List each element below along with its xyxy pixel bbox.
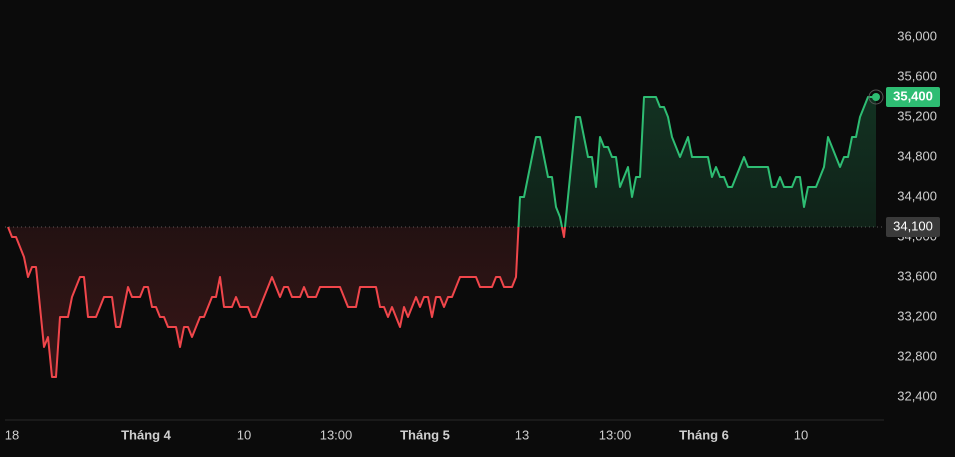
y-tick-label: 34,800: [897, 148, 937, 163]
y-tick-label: 32,400: [897, 388, 937, 403]
x-tick-label: 13: [515, 427, 529, 442]
line-up: [8, 96, 876, 227]
area-up: [8, 97, 876, 227]
last-point-ring: [868, 89, 884, 105]
x-tick-label: 18: [5, 427, 19, 442]
y-tick-label: 33,600: [897, 268, 937, 283]
x-tick-label: Tháng 6: [679, 427, 729, 442]
x-tick-label: 13:00: [599, 427, 632, 442]
area-down: [8, 227, 876, 377]
x-tick-label: Tháng 4: [121, 427, 172, 442]
baseline-label: 34,100: [893, 218, 933, 233]
baseline-label-box: [886, 217, 940, 237]
last-point: [872, 93, 880, 101]
x-tick-label: 10: [794, 427, 808, 442]
y-tick-label: 34,400: [897, 188, 937, 203]
x-tick-label: 10: [237, 427, 251, 442]
last-price-box: [886, 87, 940, 107]
y-tick-label: 35,600: [897, 68, 937, 83]
line-down: [7, 227, 567, 378]
x-tick-label: Tháng 5: [400, 427, 450, 442]
y-tick-label: 36,000: [897, 28, 937, 43]
y-tick-label: 32,800: [897, 348, 937, 363]
x-tick-label: 13:00: [320, 427, 353, 442]
last-price-label: 35,400: [893, 88, 933, 103]
y-tick-label: 33,200: [897, 308, 937, 323]
y-tick-label: 35,200: [897, 108, 937, 123]
